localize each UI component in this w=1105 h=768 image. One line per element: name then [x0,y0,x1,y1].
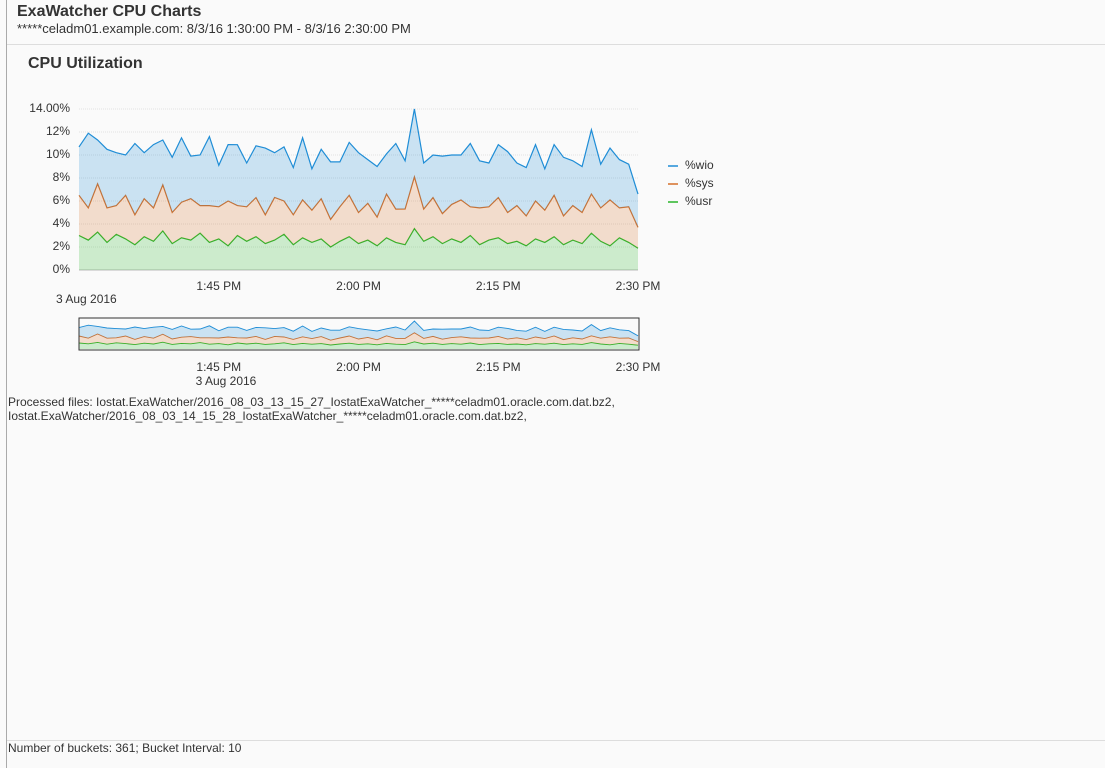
x-date-label: 3 Aug 2016 [56,292,117,306]
x-tick-label: 2:30 PM [616,279,661,293]
y-tick-label: 12% [46,124,70,138]
series-line [78,332,639,343]
y-tick-label: 10% [46,147,70,161]
series-line [78,341,639,346]
left-border [6,0,7,768]
footer: Number of buckets: 361; Bucket Interval:… [8,741,242,755]
y-tick-label: 4% [53,216,71,230]
x-tick-label: 2:00 PM [336,279,381,293]
processed-file-line: Processed files: Iostat.ExaWatcher/2016_… [8,395,615,409]
navigator-tick-label: 2:30 PM [616,360,661,374]
header-divider [7,44,1105,45]
legend-label: %wio [685,158,714,172]
series-line [78,174,639,228]
chart: 0% 2% 4% 6% 8% 10% 12% 14.00% 1:45 PM 1:45 PM 2:00… [29,101,714,388]
y-tick-label: 0% [53,262,71,276]
x-tick-label: 1:45 PM [196,279,241,293]
y-tick-label: 6% [53,193,71,207]
processed-file-line: Iostat.ExaWatcher/2016_08_03_14_15_28_Io… [8,409,527,423]
legend-label: %sys [685,176,714,190]
processed-files: Processed files: Iostat.ExaWatcher/2016_… [8,395,615,423]
footer-divider [7,740,1105,741]
legend-label: %usr [685,194,712,208]
page-title: ExaWatcher CPU Charts [17,3,202,20]
page-subtitle: *****celadm01.example.com: 8/3/16 1:30:0… [17,21,411,36]
series-line [78,108,639,195]
area [79,321,638,342]
navigator-date-label: 3 Aug 2016 [196,374,257,388]
navigator-tick-label: 1:45 PM [196,360,241,374]
y-tick-label: 8% [53,170,71,184]
y-tick-label: 2% [53,239,71,253]
navigator-tick-label: 2:00 PM [336,360,381,374]
navigator-tick-label: 2:15 PM [476,360,521,374]
y-tick-label: 14.00% [29,101,70,115]
series-line [78,227,639,249]
panel-title: CPU Utilization [28,55,143,72]
series-line [78,320,639,337]
navigator-frame [78,317,640,351]
x-tick-label: 2:15 PM [476,279,521,293]
area [79,109,638,228]
